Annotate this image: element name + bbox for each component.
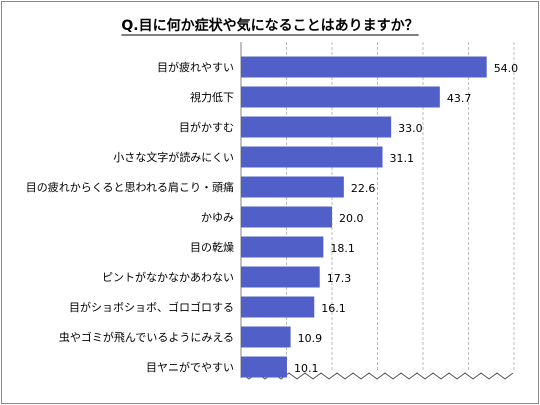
labels: 目が疲れやすい 54.0 視力低下 43.7 目がかすむ 33.0 小さな文字が読みにくい 3…: [26, 60, 518, 375]
category-label: 目が疲れやすい: [157, 60, 234, 74]
category-label: 目の乾燥: [190, 241, 234, 254]
category-label: かゆみ: [201, 211, 234, 224]
chart-title: Q.目に何か症状や気になることはありますか？: [121, 17, 418, 34]
bar: [241, 146, 383, 168]
category-label: 虫やゴミが飛んでいるようにみえる: [59, 330, 234, 344]
value-label: 31.1: [390, 152, 415, 165]
bar: [241, 236, 324, 258]
value-label: 54.0: [494, 62, 519, 75]
category-label: 小さな文字が読みにくい: [113, 150, 234, 164]
value-label: 17.3: [327, 272, 352, 285]
category-label: 視力低下: [190, 90, 234, 104]
bar: [241, 326, 291, 348]
category-label: 目ヤニがでやすい: [146, 360, 234, 374]
bar: [241, 266, 320, 288]
bar: [241, 86, 440, 108]
value-label: 18.1: [330, 242, 355, 255]
bar: [241, 56, 487, 78]
value-label: 20.0: [339, 212, 364, 225]
bar: [241, 206, 332, 228]
category-label: 目の疲れからくると思われる肩こり・頭痛: [26, 180, 234, 194]
value-label: 43.7: [447, 92, 472, 105]
value-label: 22.6: [351, 182, 376, 195]
bars: [241, 56, 487, 378]
value-label: 10.1: [294, 362, 319, 375]
bar: [241, 356, 287, 378]
category-label: 目がかすむ: [179, 120, 234, 134]
bar: [241, 176, 344, 198]
value-label: 10.9: [298, 332, 323, 345]
category-label: 目がショボショボ、ゴロゴロする: [69, 300, 234, 314]
bar: [241, 116, 392, 138]
value-label: 16.1: [321, 302, 346, 315]
category-label: ピントがなかなかあわない: [102, 270, 234, 284]
bar: [241, 296, 315, 318]
value-label: 33.0: [398, 122, 423, 135]
